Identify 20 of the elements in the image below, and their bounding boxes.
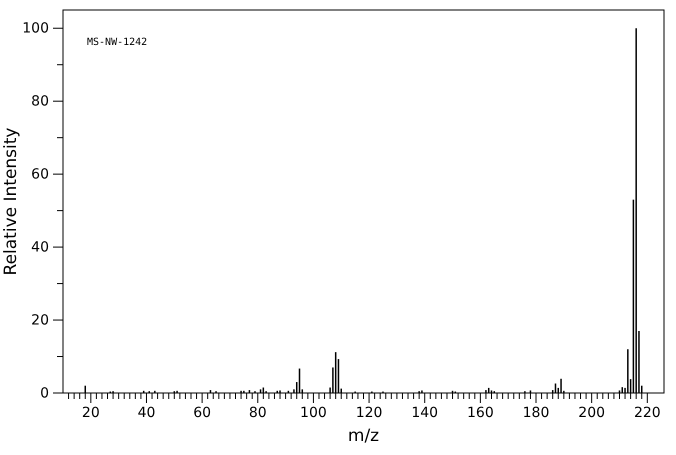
x-tick-label: 60 (193, 404, 212, 421)
x-tick-label: 180 (522, 404, 550, 421)
x-tick-label: 220 (634, 404, 661, 421)
y-tick-label: 0 (40, 385, 49, 402)
y-tick-label: 40 (31, 240, 49, 256)
x-tick-label: 200 (578, 404, 606, 421)
y-axis-title: Relative Intensity (1, 128, 21, 276)
y-tick-label: 20 (31, 312, 49, 329)
x-tick-label: 100 (300, 404, 327, 421)
x-tick-label: 120 (356, 404, 382, 421)
y-tick-label: 60 (31, 166, 49, 183)
x-axis-title: m/z (348, 426, 380, 446)
x-tick-label: 40 (138, 404, 156, 421)
x-tick-label: 80 (248, 404, 267, 421)
x-tick-label: 140 (411, 404, 438, 421)
x-tick-label: 160 (466, 404, 494, 421)
y-tick-label: 100 (22, 20, 49, 37)
annotation: MS-NW-1242 (87, 37, 148, 48)
x-tick-label: 20 (82, 404, 100, 421)
y-tick-label: 80 (31, 94, 49, 110)
